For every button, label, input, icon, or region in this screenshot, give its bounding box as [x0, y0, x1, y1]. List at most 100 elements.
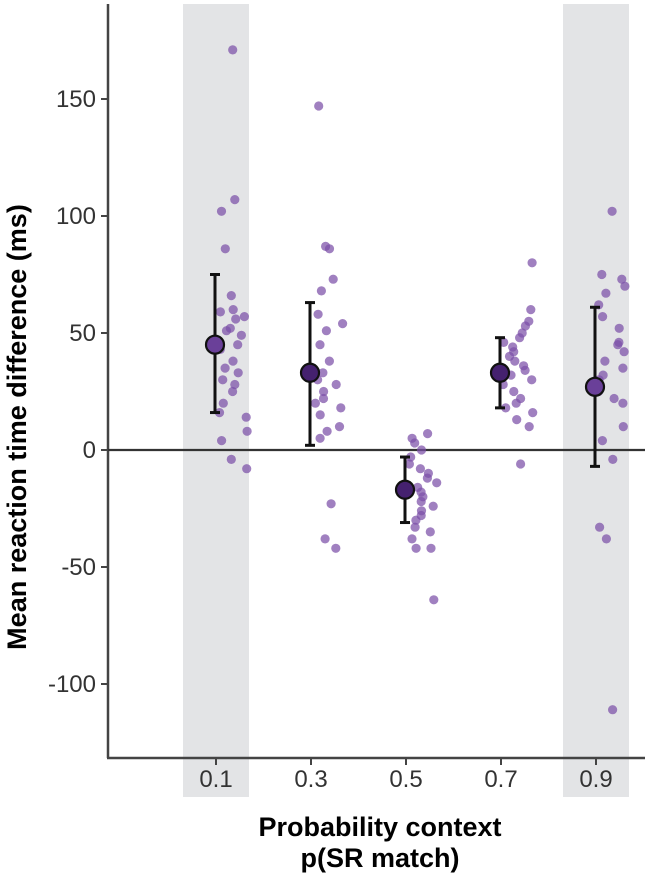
x-tick-label: 0.1: [199, 766, 232, 793]
data-point: [324, 356, 334, 366]
data-point: [428, 501, 438, 511]
data-point: [501, 403, 511, 413]
data-point: [315, 433, 325, 443]
data-point: [527, 375, 537, 385]
data-point: [416, 496, 426, 507]
data-point: [241, 412, 251, 422]
data-point: [236, 330, 246, 340]
data-point: [228, 45, 238, 55]
data-point: [614, 323, 624, 333]
x-axis-title-line-2: p(SR match): [300, 843, 459, 873]
y-tick-label: -100: [48, 671, 96, 698]
data-point: [526, 305, 536, 315]
data-point: [527, 258, 537, 268]
y-ticks: 150 100 50 0 -50 -100: [48, 86, 108, 698]
data-point: [618, 422, 628, 432]
y-tick-label: 150: [56, 86, 96, 113]
y-tick-label: -50: [61, 554, 96, 581]
mean-point: [489, 362, 511, 383]
mean-point: [394, 479, 416, 500]
data-point: [410, 522, 420, 532]
mean-point: [299, 362, 321, 383]
x-tick-label: 0.7: [484, 766, 517, 793]
data-point: [242, 426, 252, 436]
data-point: [336, 403, 346, 413]
data-point: [528, 408, 538, 418]
y-tick-label: 50: [69, 320, 96, 347]
data-point: [617, 274, 627, 284]
data-point: [425, 527, 435, 537]
x-tick-label: 0.3: [294, 766, 327, 793]
data-point: [512, 415, 522, 425]
data-point: [608, 705, 618, 715]
data-point: [601, 534, 612, 544]
data-point: [216, 206, 227, 216]
data-point: [619, 347, 629, 357]
data-point: [415, 464, 425, 474]
data-point: [314, 101, 324, 111]
data-point: [226, 291, 236, 301]
y-axis-title: Mean reaction time difference (ms): [2, 204, 32, 650]
data-point: [429, 595, 439, 605]
data-point: [334, 422, 345, 432]
data-point: [620, 281, 630, 291]
data-point: [520, 321, 531, 331]
data-point: [524, 422, 534, 432]
data-point: [328, 274, 338, 284]
data-point: [595, 522, 605, 532]
y-tick-label: 100: [56, 203, 96, 230]
data-point: [613, 340, 623, 350]
data-point: [407, 534, 417, 544]
data-point: [520, 365, 530, 375]
data-point: [315, 340, 325, 350]
data-point: [597, 436, 608, 446]
means-with-error-bars: [204, 273, 606, 525]
data-points: [214, 45, 630, 715]
data-point: [217, 436, 227, 446]
data-point: [406, 452, 416, 462]
data-point: [321, 326, 331, 336]
data-point: [310, 398, 320, 408]
data-point: [515, 333, 525, 343]
data-point: [410, 438, 420, 448]
data-point: [618, 398, 628, 408]
data-point: [411, 543, 421, 553]
data-point: [423, 429, 433, 439]
data-point: [607, 206, 617, 216]
data-point: [326, 499, 336, 509]
data-point: [230, 195, 240, 205]
data-point: [331, 379, 341, 390]
data-point: [215, 307, 225, 317]
data-point: [313, 309, 323, 319]
data-point: [239, 312, 249, 322]
data-point: [221, 326, 232, 336]
data-point: [318, 393, 329, 404]
data-point: [598, 312, 608, 322]
data-point: [228, 356, 238, 366]
data-point: [416, 445, 427, 455]
data-point: [338, 319, 348, 329]
data-point: [220, 244, 230, 254]
data-point: [618, 363, 628, 373]
mean-point: [584, 376, 606, 397]
data-point: [601, 288, 611, 298]
data-point: [231, 314, 241, 324]
data-point: [511, 398, 521, 408]
mean-point: [204, 334, 226, 355]
data-point: [316, 286, 326, 296]
data-point: [319, 386, 329, 397]
data-point: [233, 368, 243, 378]
y-tick-label: 0: [83, 437, 96, 464]
x-axis-title-line-1: Probability context: [258, 812, 501, 842]
data-point: [318, 368, 328, 378]
data-point: [516, 459, 526, 469]
x-tick-label: 0.5: [389, 766, 422, 793]
data-point: [608, 454, 618, 464]
data-point: [600, 356, 610, 366]
data-point: [218, 375, 228, 385]
data-point: [324, 244, 335, 254]
data-point: [218, 398, 228, 408]
data-point: [422, 473, 432, 483]
data-point: [228, 386, 238, 397]
